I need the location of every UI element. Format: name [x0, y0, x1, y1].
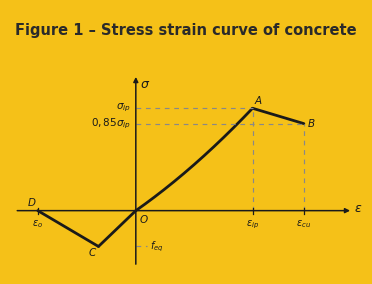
Text: C: C — [89, 248, 96, 258]
Text: $0,85\sigma_{ip}$: $0,85\sigma_{ip}$ — [91, 116, 131, 131]
Text: $\varepsilon$: $\varepsilon$ — [354, 202, 362, 215]
Text: O: O — [140, 215, 147, 225]
Text: $\varepsilon_{cu}$: $\varepsilon_{cu}$ — [296, 218, 311, 230]
Text: $f_{eq}$: $f_{eq}$ — [150, 239, 163, 254]
Text: $\sigma_{ip}$: $\sigma_{ip}$ — [116, 102, 131, 114]
Text: A: A — [255, 96, 262, 106]
Text: $\varepsilon_{o}$: $\varepsilon_{o}$ — [32, 218, 43, 230]
Text: $\varepsilon_{ip}$: $\varepsilon_{ip}$ — [246, 218, 259, 231]
Text: $\sigma$: $\sigma$ — [140, 78, 150, 91]
Text: D: D — [28, 198, 35, 208]
Text: Figure 1 – Stress strain curve of concrete: Figure 1 – Stress strain curve of concre… — [15, 23, 357, 38]
Text: B: B — [307, 119, 314, 129]
